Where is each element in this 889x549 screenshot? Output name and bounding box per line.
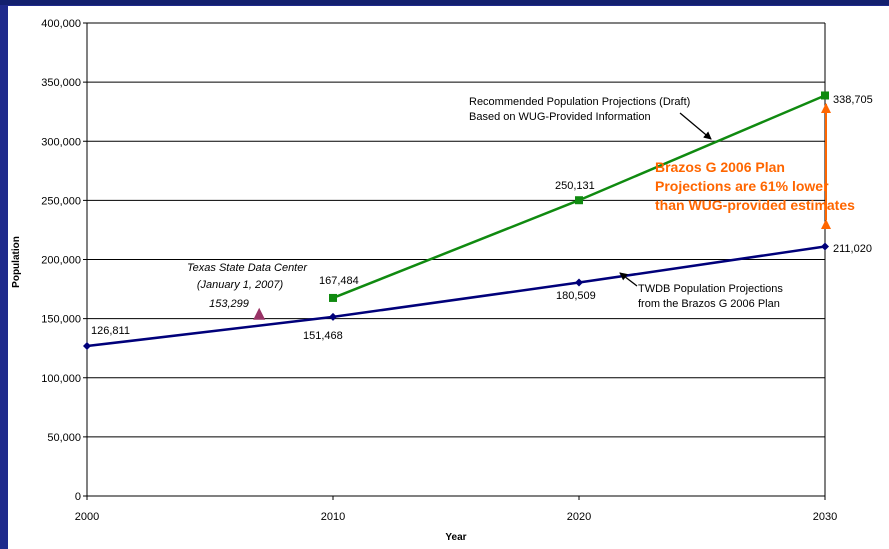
y-tick-label: 300,000 — [41, 136, 81, 148]
y-tick-label: 0 — [75, 491, 81, 503]
x-tick-labels: 2000 2010 2020 2030 — [75, 511, 837, 523]
y-tick-label: 50,000 — [47, 432, 81, 444]
y-tick-label: 200,000 — [41, 255, 81, 267]
label-twdb-2000: 126,811 — [91, 325, 130, 337]
label-sdc-2007: 153,299 — [209, 298, 249, 310]
series-markers — [83, 91, 829, 351]
highlight-line1: Brazos G 2006 Plan — [655, 159, 785, 175]
point-recommended-2030 — [821, 91, 829, 100]
point-sdc-2007 — [253, 307, 266, 320]
point-twdb-2000 — [83, 342, 91, 351]
y-axis-title: Population — [11, 236, 22, 288]
point-twdb-2030 — [821, 242, 829, 251]
label-twdb-2030: 211,020 — [833, 243, 872, 255]
y-tick-label: 150,000 — [41, 314, 81, 326]
arrow-recommended-note — [679, 112, 712, 140]
gridlines — [83, 22, 826, 500]
y-tick-label: 350,000 — [41, 77, 81, 89]
y-tick-label: 100,000 — [41, 373, 81, 385]
note-twdb-line1: TWDB Population Projections — [638, 283, 783, 295]
note-recommended-line2: Based on WUG-Provided Information — [469, 111, 651, 123]
slide-top-stripe — [0, 0, 889, 5]
label-recommended-2010: 167,484 — [319, 275, 359, 287]
point-twdb-2020 — [575, 278, 583, 287]
y-tick-label: 400,000 — [41, 18, 81, 30]
highlight-line3: than WUG-provided estimates — [655, 197, 855, 213]
y-tick-labels: 0 50,000 100,000 150,000 200,000 250,000 300,0… — [41, 18, 81, 503]
label-twdb-2020: 180,509 — [556, 290, 596, 302]
y-tick-label: 250,000 — [41, 195, 81, 207]
x-axis-title: Year — [445, 532, 466, 543]
point-recommended-2020 — [575, 196, 583, 205]
note-sdc-line1: Texas State Data Center — [187, 262, 308, 274]
x-tick-label: 2020 — [567, 511, 591, 523]
point-twdb-2010 — [329, 312, 337, 321]
series-line-twdb — [86, 245, 826, 348]
point-recommended-2010 — [329, 293, 337, 302]
chart-panel — [8, 6, 889, 549]
label-recommended-2030: 338,705 — [833, 94, 873, 106]
note-twdb-line2: from the Brazos G 2006 Plan — [638, 298, 780, 310]
note-recommended-line1: Recommended Population Projections (Draf… — [469, 96, 690, 108]
note-sdc-line2: (January 1, 2007) — [197, 279, 284, 291]
x-tick-label: 2010 — [321, 511, 345, 523]
x-tick-label: 2030 — [813, 511, 837, 523]
label-twdb-2010: 151,468 — [303, 330, 343, 342]
label-recommended-2020: 250,131 — [555, 180, 595, 192]
highlight-line2: Projections are 61% lower — [655, 178, 829, 194]
arrow-twdb-note — [619, 272, 638, 287]
x-tick-label: 2000 — [75, 511, 99, 523]
